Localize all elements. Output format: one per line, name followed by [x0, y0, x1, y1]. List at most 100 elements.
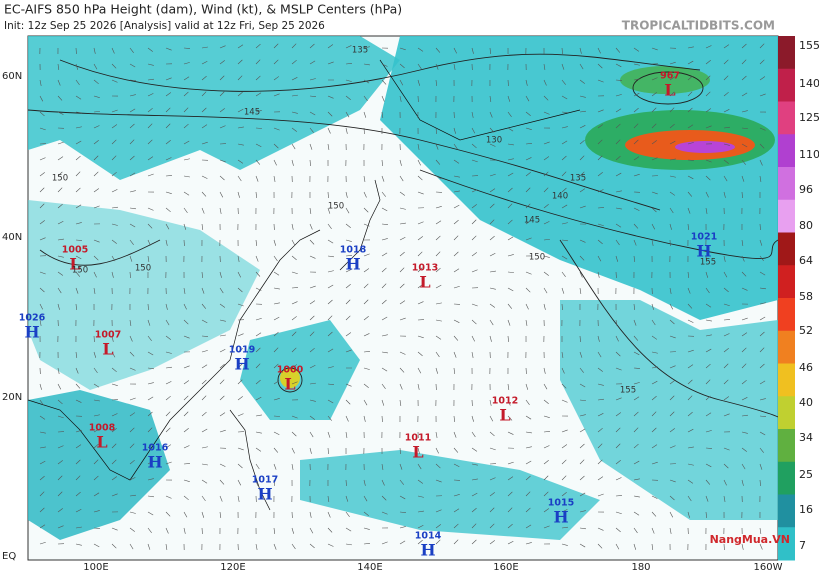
- wind-barb: [741, 463, 746, 470]
- wind-barb: [525, 319, 528, 326]
- wind-barb: [237, 413, 244, 417]
- wind-barb: [453, 219, 459, 225]
- wind-barb: [579, 255, 585, 261]
- colorbar-swatch: [778, 232, 795, 266]
- wind-barb: [525, 237, 532, 241]
- wind-barb: [39, 541, 46, 545]
- wind-barb: [147, 543, 151, 550]
- wind-barb: [543, 203, 549, 209]
- wind-barb: [669, 91, 675, 97]
- wind-barb: [111, 79, 118, 83]
- wind-barb: [273, 76, 280, 81]
- wind-barb: [345, 543, 352, 546]
- wind-barb: [507, 203, 513, 209]
- wind-barb: [57, 491, 63, 497]
- wind-barb: [615, 108, 622, 113]
- wind-barb: [39, 491, 45, 497]
- wind-barb: [561, 459, 567, 465]
- wind-barb: [597, 63, 603, 69]
- wind-barb: [633, 303, 635, 310]
- wind-barb: [435, 175, 442, 179]
- wind-barb: [399, 463, 403, 470]
- wind-barb: [687, 395, 693, 401]
- subtitle: Init: 12z Sep 25 2026 [Analysis] valid a…: [4, 20, 325, 32]
- wind-barb: [237, 143, 244, 146]
- wind-barb: [489, 523, 495, 529]
- wind-barb: [57, 255, 64, 258]
- wind-barb: [345, 383, 352, 387]
- wind-barb: [759, 316, 766, 321]
- wind-barb: [687, 495, 692, 502]
- wind-barb: [237, 447, 244, 451]
- wind-barb: [561, 491, 567, 497]
- wind-barb: [543, 460, 549, 465]
- wind-barb: [651, 47, 658, 51]
- wind-barbs: [39, 43, 767, 551]
- wind-barb: [507, 319, 511, 326]
- wind-barb: [597, 239, 603, 245]
- wind-barb: [201, 411, 207, 417]
- pressure-value: 1011: [405, 433, 431, 444]
- wind-barb: [327, 143, 330, 150]
- pressure-center: L: [284, 375, 295, 394]
- wind-barb: [309, 207, 312, 214]
- wind-shading: [28, 390, 170, 540]
- wind-barb: [471, 478, 478, 481]
- wind-barb: [615, 511, 622, 515]
- wind-barb: [165, 223, 170, 230]
- wind-barb: [165, 543, 168, 550]
- wind-barb: [561, 351, 564, 358]
- wind-barb: [381, 191, 386, 197]
- wind-barb: [615, 155, 621, 161]
- wind-barb: [759, 271, 766, 276]
- wind-barb: [111, 428, 117, 433]
- wind-barb: [453, 319, 460, 323]
- wind-barb: [75, 126, 82, 129]
- wind-barb: [399, 495, 406, 500]
- wind-barb: [579, 139, 585, 145]
- wind-barb: [669, 365, 676, 369]
- wind-barb: [255, 255, 259, 262]
- wind-barb: [39, 303, 43, 310]
- wind-barb: [741, 191, 743, 199]
- wind-barb: [309, 382, 316, 385]
- wind-barb: [237, 59, 243, 65]
- wind-barb: [291, 255, 297, 261]
- wind-barb: [525, 172, 531, 177]
- lon-label: 160E: [493, 562, 518, 573]
- wind-barb: [687, 159, 695, 161]
- wind-barb: [579, 171, 585, 177]
- pressure-value: 1021: [691, 232, 717, 243]
- wind-barb: [453, 268, 460, 273]
- colorbar-swatch: [778, 396, 795, 430]
- wind-barb: [345, 495, 349, 502]
- wind-barb: [435, 47, 441, 53]
- wind-barb: [741, 317, 748, 321]
- wind-barb: [615, 367, 622, 371]
- wind-barb: [183, 175, 190, 178]
- wind-barb: [75, 255, 82, 260]
- wind-barb: [705, 511, 707, 518]
- wind-barb: [651, 92, 657, 97]
- wind-barb: [399, 79, 404, 86]
- pressure-value: 1012: [492, 396, 518, 407]
- wind-barb: [615, 223, 622, 228]
- wind-barb: [435, 63, 439, 70]
- wind-barb: [399, 526, 406, 529]
- wind-barb: [57, 111, 64, 115]
- wind-barb: [471, 303, 478, 307]
- wind-barb: [561, 111, 568, 114]
- wind-barb: [561, 239, 568, 242]
- colorbar-swatch: [778, 68, 795, 102]
- wind-barb: [255, 75, 261, 81]
- colorbar-swatch: [778, 429, 795, 463]
- wind-barb: [345, 479, 347, 487]
- wind-barb: [741, 431, 748, 434]
- wind-barb: [651, 511, 657, 517]
- coastline: [229, 409, 271, 511]
- wind-barb: [687, 511, 690, 518]
- wind-barb: [39, 383, 42, 390]
- contour-label: 150: [72, 266, 88, 276]
- wind-barb: [291, 127, 297, 132]
- wind-barb: [327, 527, 333, 533]
